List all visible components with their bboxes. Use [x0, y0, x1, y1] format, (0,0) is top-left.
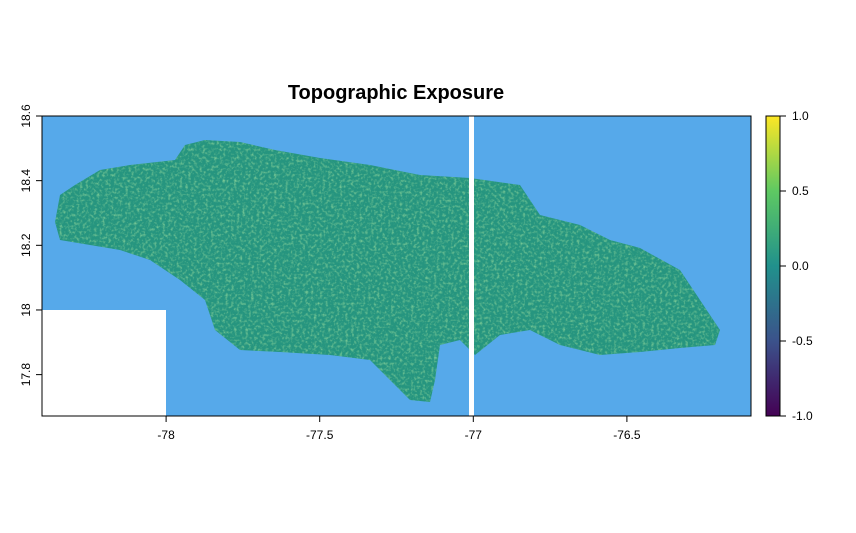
map-title: Topographic Exposure — [288, 82, 504, 104]
colorbar-tick-label: 1.0 — [792, 109, 809, 123]
colorbar-tick-label: 0.0 — [792, 259, 809, 273]
y-tick-label: 18.6 — [19, 104, 33, 128]
colorbar-tick-label: -0.5 — [792, 334, 813, 348]
y-tick-label: 17.8 — [19, 363, 33, 387]
plot-frame — [41, 115, 752, 417]
x-tick-label: -77.5 — [306, 428, 334, 442]
x-tick-label: -76.5 — [613, 428, 641, 442]
colorbar — [765, 115, 781, 417]
y-tick-label: 18 — [19, 303, 33, 317]
missing-tile — [42, 310, 166, 416]
x-tick-label: -78 — [157, 428, 175, 442]
x-tick-label: -77 — [465, 428, 483, 442]
y-tick-label: 18.2 — [19, 233, 33, 257]
missing-strip — [469, 116, 474, 416]
colorbar-tick-label: 0.5 — [792, 184, 809, 198]
colorbar-tick-label: -1.0 — [792, 409, 813, 423]
y-tick-label: 18.4 — [19, 169, 33, 193]
